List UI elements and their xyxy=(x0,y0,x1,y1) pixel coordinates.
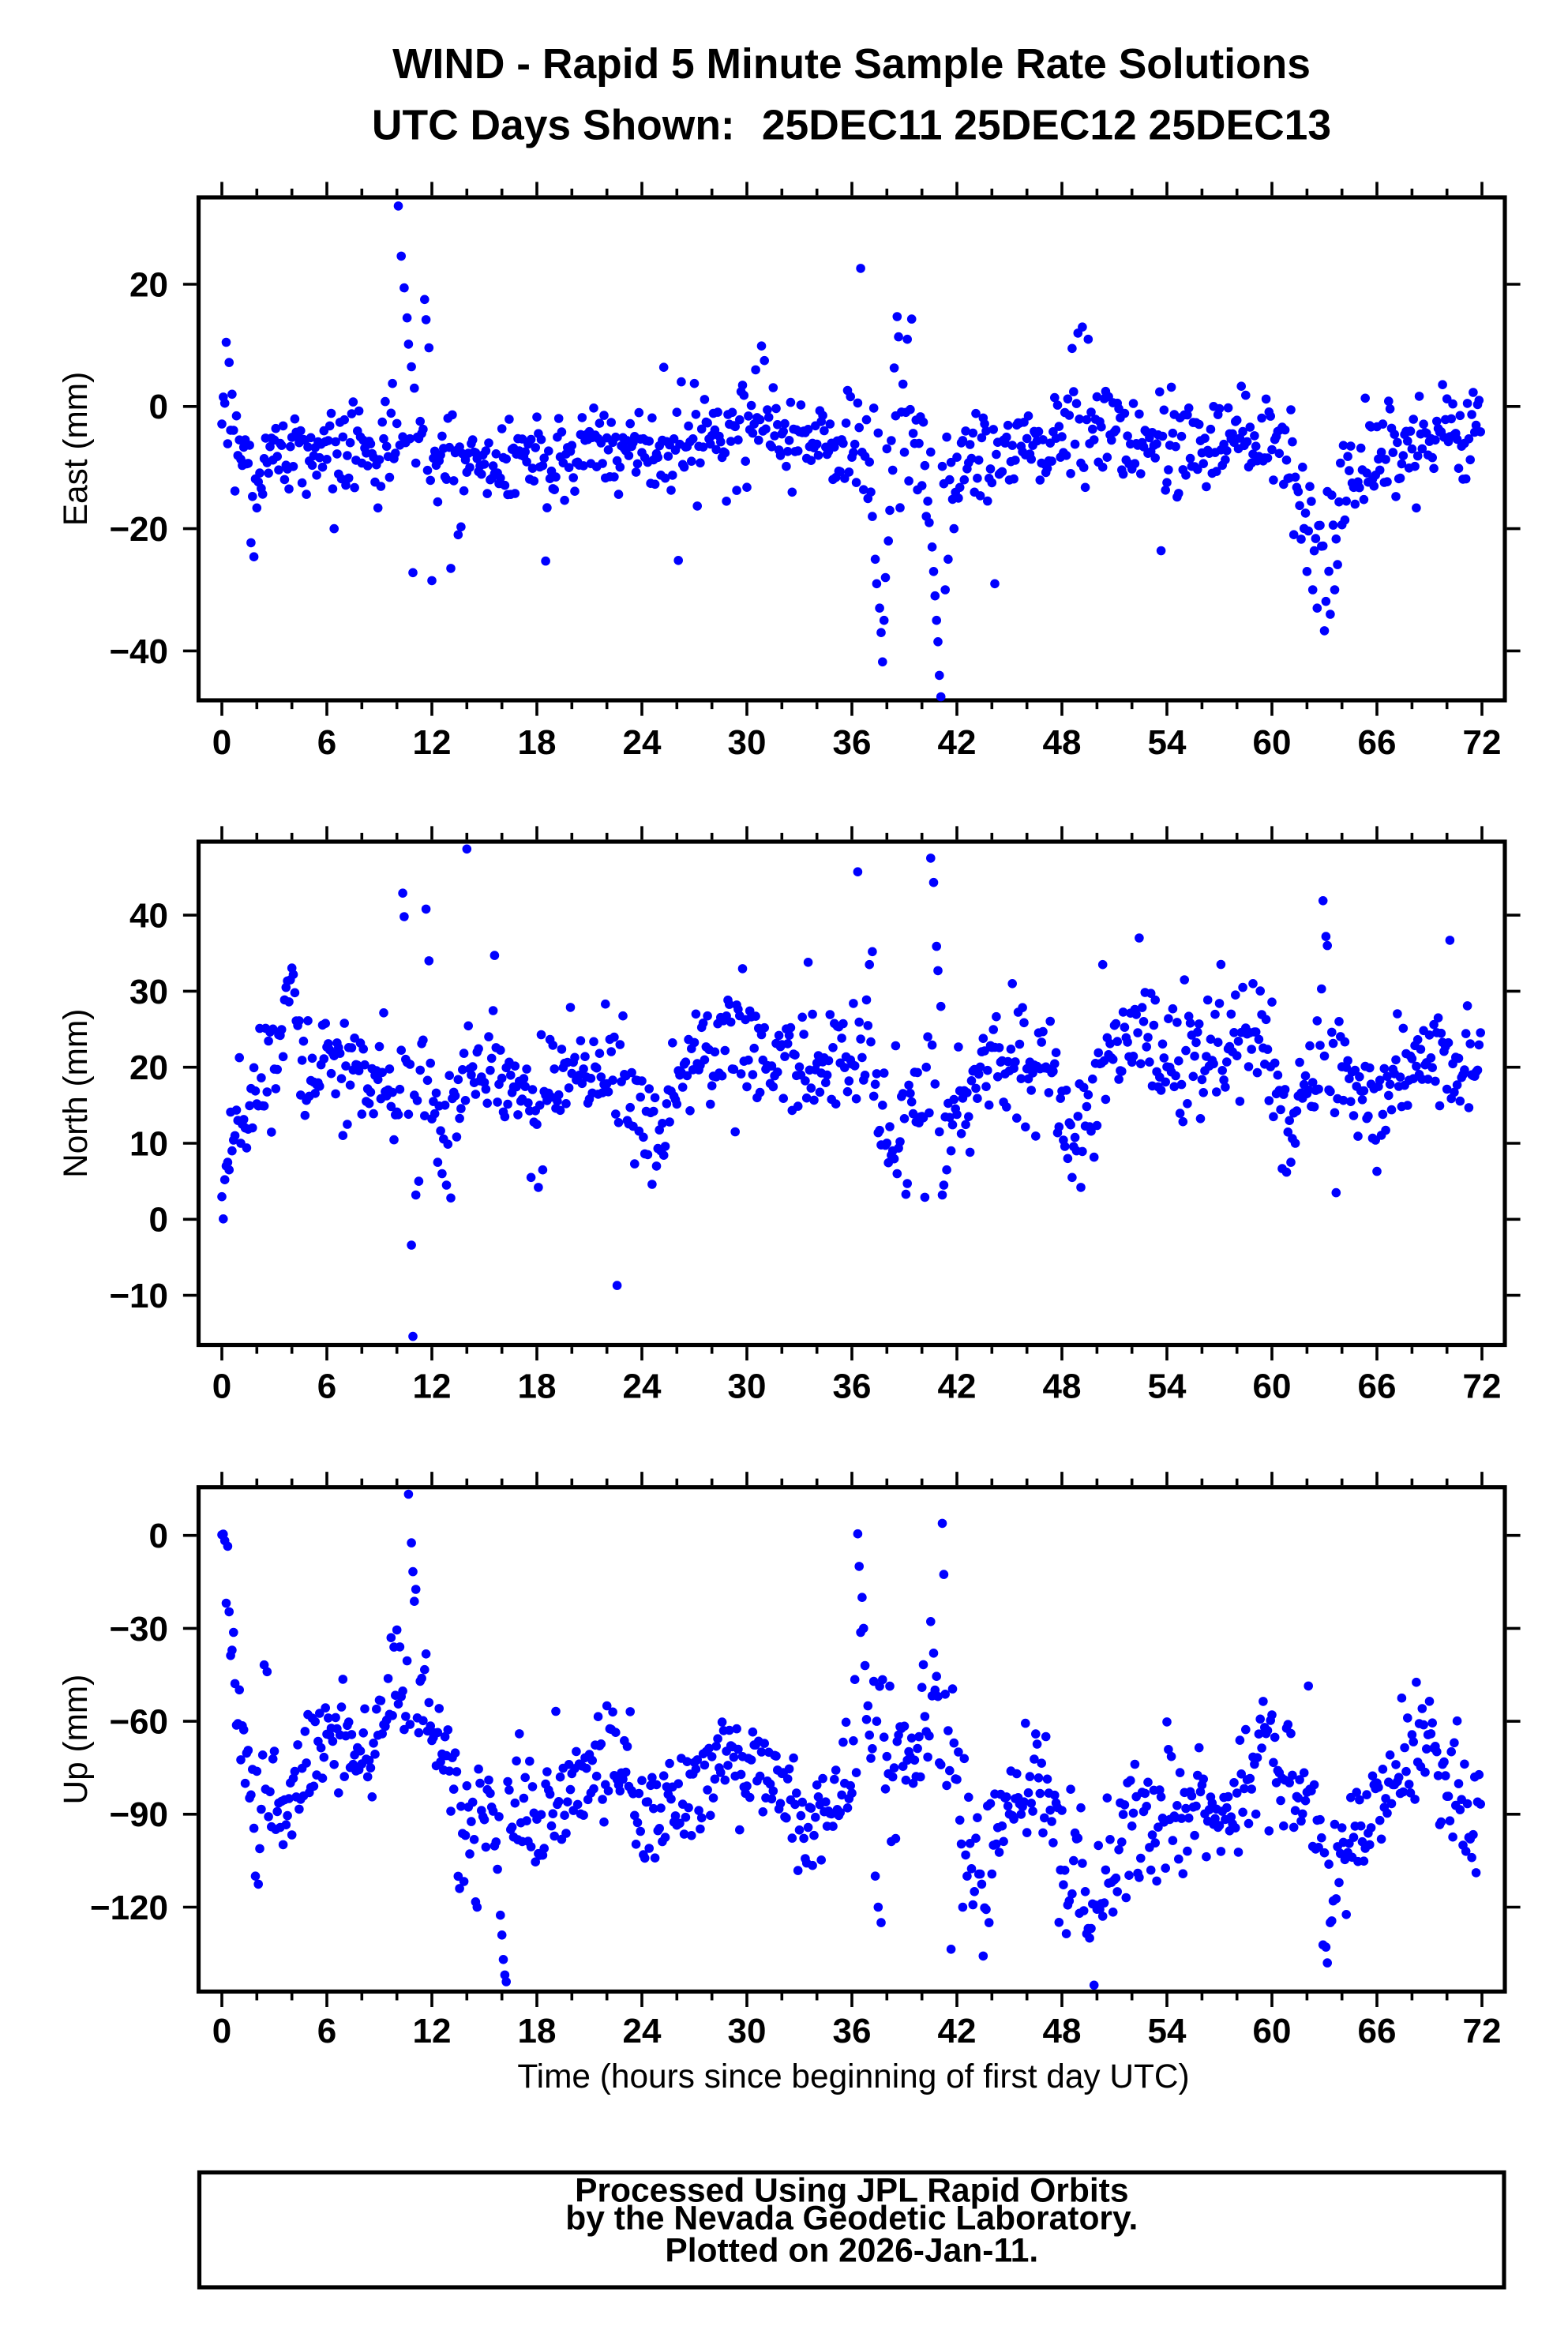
svg-text:18: 18 xyxy=(518,2012,557,2050)
svg-text:Processed Using JPL Rapid Orbi: Processed Using JPL Rapid Orbits xyxy=(575,2172,1128,2210)
svg-text:48: 48 xyxy=(1043,1367,1082,1406)
svg-text:0: 0 xyxy=(149,1517,168,1555)
svg-text:66: 66 xyxy=(1358,2012,1397,2050)
svg-text:12: 12 xyxy=(413,2012,452,2050)
svg-text:−40: −40 xyxy=(109,632,168,671)
svg-text:0: 0 xyxy=(212,2012,231,2050)
svg-text:36: 36 xyxy=(833,723,872,762)
svg-text:WIND - Rapid 5 Minute Sample R: WIND - Rapid 5 Minute Sample Rate Soluti… xyxy=(392,41,1311,88)
svg-text:30: 30 xyxy=(728,1367,767,1406)
svg-text:36: 36 xyxy=(833,1367,872,1406)
svg-text:−60: −60 xyxy=(109,1703,168,1742)
svg-text:Plotted on 2026-Jan-11.: Plotted on 2026-Jan-11. xyxy=(665,2232,1038,2270)
svg-text:48: 48 xyxy=(1043,2012,1082,2050)
svg-text:by the Nevada Geodetic Laborat: by the Nevada Geodetic Laboratory. xyxy=(565,2200,1138,2238)
svg-text:48: 48 xyxy=(1043,723,1082,762)
svg-text:East (mm): East (mm) xyxy=(57,372,94,526)
svg-text:72: 72 xyxy=(1463,1367,1502,1406)
svg-text:North (mm): North (mm) xyxy=(57,1009,94,1178)
svg-text:42: 42 xyxy=(938,723,977,762)
svg-text:18: 18 xyxy=(518,1367,557,1406)
svg-text:66: 66 xyxy=(1358,723,1397,762)
svg-text:UTC Days Shown: 25DEC11 25DE: UTC Days Shown: 25DEC11 25DEC12 25DEC13 xyxy=(372,102,1331,148)
svg-text:0: 0 xyxy=(212,723,231,762)
svg-text:30: 30 xyxy=(728,723,767,762)
svg-text:6: 6 xyxy=(317,2012,336,2050)
svg-text:18: 18 xyxy=(518,723,557,762)
svg-text:10: 10 xyxy=(129,1124,168,1163)
svg-text:42: 42 xyxy=(938,1367,977,1406)
svg-text:36: 36 xyxy=(833,2012,872,2050)
svg-text:54: 54 xyxy=(1148,1367,1187,1406)
svg-text:24: 24 xyxy=(623,1367,662,1406)
svg-text:0: 0 xyxy=(212,1367,231,1406)
svg-text:54: 54 xyxy=(1148,723,1187,762)
svg-text:Up (mm): Up (mm) xyxy=(57,1675,94,1805)
svg-text:60: 60 xyxy=(1253,1367,1292,1406)
svg-text:−90: −90 xyxy=(109,1795,168,1834)
svg-text:−120: −120 xyxy=(90,1889,168,1927)
svg-text:−20: −20 xyxy=(109,510,168,549)
svg-text:−10: −10 xyxy=(109,1277,168,1315)
svg-text:66: 66 xyxy=(1358,1367,1397,1406)
svg-text:12: 12 xyxy=(413,723,452,762)
svg-text:30: 30 xyxy=(129,973,168,1011)
svg-text:20: 20 xyxy=(129,265,168,304)
svg-text:72: 72 xyxy=(1463,2012,1502,2050)
svg-text:30: 30 xyxy=(728,2012,767,2050)
svg-text:40: 40 xyxy=(129,897,168,936)
svg-text:0: 0 xyxy=(149,1201,168,1240)
svg-text:24: 24 xyxy=(623,2012,662,2050)
svg-text:Time (hours since beginning of: Time (hours since beginning of first day… xyxy=(517,2058,1189,2095)
svg-text:54: 54 xyxy=(1148,2012,1187,2050)
svg-text:20: 20 xyxy=(129,1049,168,1087)
svg-text:60: 60 xyxy=(1253,2012,1292,2050)
svg-text:60: 60 xyxy=(1253,723,1292,762)
svg-text:0: 0 xyxy=(149,388,168,426)
svg-text:24: 24 xyxy=(623,723,662,762)
svg-text:6: 6 xyxy=(317,1367,336,1406)
svg-text:42: 42 xyxy=(938,2012,977,2050)
svg-text:6: 6 xyxy=(317,723,336,762)
svg-text:12: 12 xyxy=(413,1367,452,1406)
svg-text:72: 72 xyxy=(1463,723,1502,762)
svg-text:−30: −30 xyxy=(109,1610,168,1649)
